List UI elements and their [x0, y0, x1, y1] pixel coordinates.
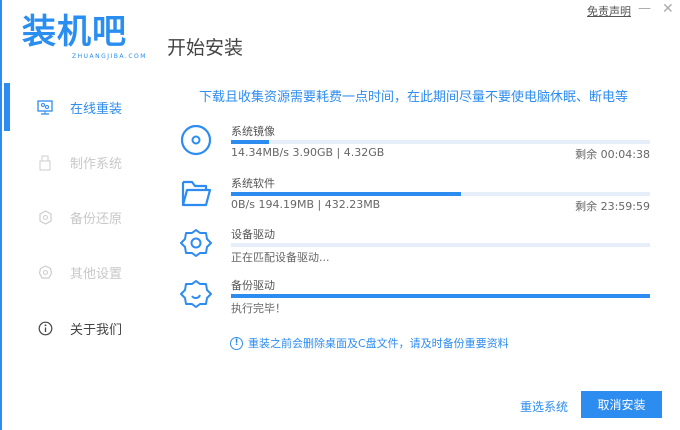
step-label: 备份驱动 — [231, 279, 275, 292]
sidebar-item-label: 其他设置 — [70, 267, 123, 282]
step-system-image: 系统镜像 14.34MB/s 3.90GB | 4.32GB 剩余 00:04:… — [178, 125, 650, 175]
notice-text: 下载且收集资源需要耗费一点时间，在此期间尽量不要使电脑休眠、断电等 — [199, 90, 629, 105]
step-info: 14.34MB/s 3.90GB | 4.32GB — [231, 146, 385, 159]
gear-icon — [180, 229, 212, 257]
step-label: 设备驱动 — [231, 228, 275, 241]
step-info: 执行完毕！ — [231, 302, 286, 315]
gear-icon — [36, 264, 54, 282]
step-label: 系统镜像 — [231, 125, 275, 138]
progress-bar — [231, 192, 650, 196]
progress-bar — [231, 140, 650, 144]
progress-fill — [231, 140, 269, 144]
step-info: 0B/s 194.19MB | 432.23MB — [231, 198, 381, 211]
sidebar-item-label: 关于我们 — [70, 323, 123, 338]
sidebar-item-label: 备份还原 — [70, 212, 123, 227]
sidebar-item-other-settings[interactable]: 其他设置 — [36, 263, 122, 282]
progress-fill — [231, 192, 462, 196]
step-info: 正在匹配设备驱动... — [231, 251, 330, 264]
folder-icon — [181, 180, 212, 207]
reselect-system-button[interactable]: 重选系统 — [520, 400, 569, 414]
step-label: 系统软件 — [231, 177, 275, 190]
step-device-driver: 设备驱动 正在匹配设备驱动... — [178, 228, 650, 278]
logo: 装机吧 — [22, 12, 127, 52]
disclaimer-link[interactable]: 免责声明 — [587, 5, 631, 18]
progress-fill — [231, 294, 650, 298]
minimize-button[interactable]: — — [638, 1, 651, 16]
step-system-software: 系统软件 0B/s 194.19MB | 432.23MB 剩余 23:59:5… — [178, 177, 650, 227]
warning-icon: ! — [230, 336, 243, 350]
close-button[interactable]: ✕ — [662, 1, 674, 17]
logo-subtitle: ZHUANGJIBA.COM — [72, 53, 147, 60]
page-title: 开始安装 — [167, 37, 244, 59]
sidebar-item-online-reinstall[interactable]: 在线重装 — [36, 98, 122, 117]
gear-refresh-icon — [180, 280, 212, 308]
info-icon — [36, 320, 54, 338]
time-remaining: 剩余 23:59:59 — [575, 200, 650, 213]
backup-icon — [36, 209, 54, 227]
progress-bar — [231, 243, 650, 247]
monitor-icon — [36, 99, 54, 117]
sidebar-item-label: 制作系统 — [70, 157, 123, 172]
backup-warning: ! 重装之前会删除桌面及C盘文件，请及时备份重要资料 — [230, 335, 509, 351]
warning-text: 重装之前会删除桌面及C盘文件，请及时备份重要资料 — [248, 337, 509, 350]
disc-icon — [180, 125, 212, 156]
cancel-install-button[interactable]: 取消安装 — [581, 391, 662, 418]
sidebar-active-indicator — [4, 83, 10, 131]
sidebar-item-backup-restore[interactable]: 备份还原 — [36, 208, 122, 227]
step-backup-driver: 备份驱动 执行完毕！ — [178, 279, 650, 329]
progress-bar — [231, 294, 650, 298]
sidebar-item-about[interactable]: 关于我们 — [36, 319, 122, 338]
sidebar-item-make-system[interactable]: 制作系统 — [36, 153, 122, 172]
sidebar-item-label: 在线重装 — [70, 102, 123, 117]
usb-icon — [36, 154, 54, 172]
time-remaining: 剩余 00:04:38 — [575, 148, 650, 161]
